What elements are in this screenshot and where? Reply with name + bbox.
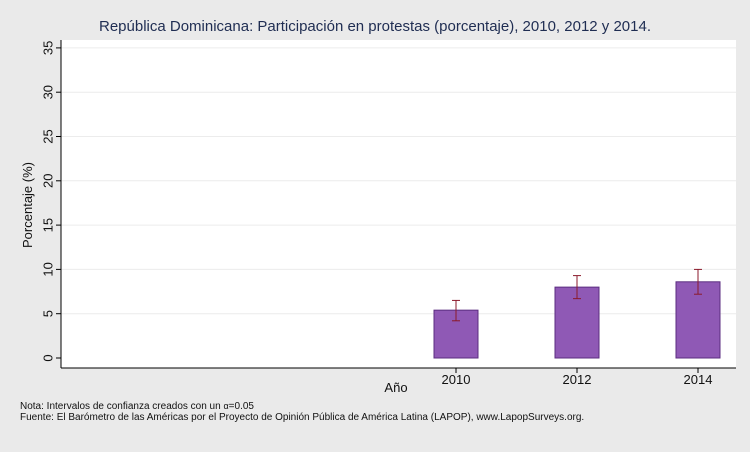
x-tick-label: 2014 xyxy=(684,372,713,387)
confidence-note-prefix: Nota: Intervalos de confianza creados co… xyxy=(20,401,224,412)
confidence-note-suffix: =0.05 xyxy=(228,401,254,412)
y-tick-label: 20 xyxy=(41,174,56,188)
y-tick-label: 0 xyxy=(41,354,56,361)
x-tick-label: 2010 xyxy=(442,372,471,387)
x-axis-title: Año xyxy=(384,380,407,395)
y-tick-label: 15 xyxy=(41,218,56,232)
gridlines xyxy=(61,47,736,315)
chart-title: República Dominicana: Participación en p… xyxy=(99,18,651,35)
y-axis-ticks: 0 5 10 15 20 25 30 35 xyxy=(41,41,61,362)
error-bars xyxy=(452,268,702,322)
x-axis-ticks: 2010 2012 2014 xyxy=(442,368,713,387)
confidence-note: Nota: Intervalos de confianza creados co… xyxy=(20,401,254,412)
y-tick-label: 5 xyxy=(41,310,56,317)
x-tick-label: 2012 xyxy=(563,372,592,387)
y-tick-label: 30 xyxy=(41,85,56,99)
plot-area xyxy=(61,40,736,368)
y-tick-label: 10 xyxy=(41,262,56,276)
alpha-symbol: α xyxy=(223,401,229,411)
y-axis-title: Porcentaje (%) xyxy=(20,162,35,248)
source-note: Fuente: El Barómetro de las Américas por… xyxy=(20,412,585,423)
y-tick-label: 25 xyxy=(41,129,56,143)
y-tick-label: 35 xyxy=(41,41,56,55)
